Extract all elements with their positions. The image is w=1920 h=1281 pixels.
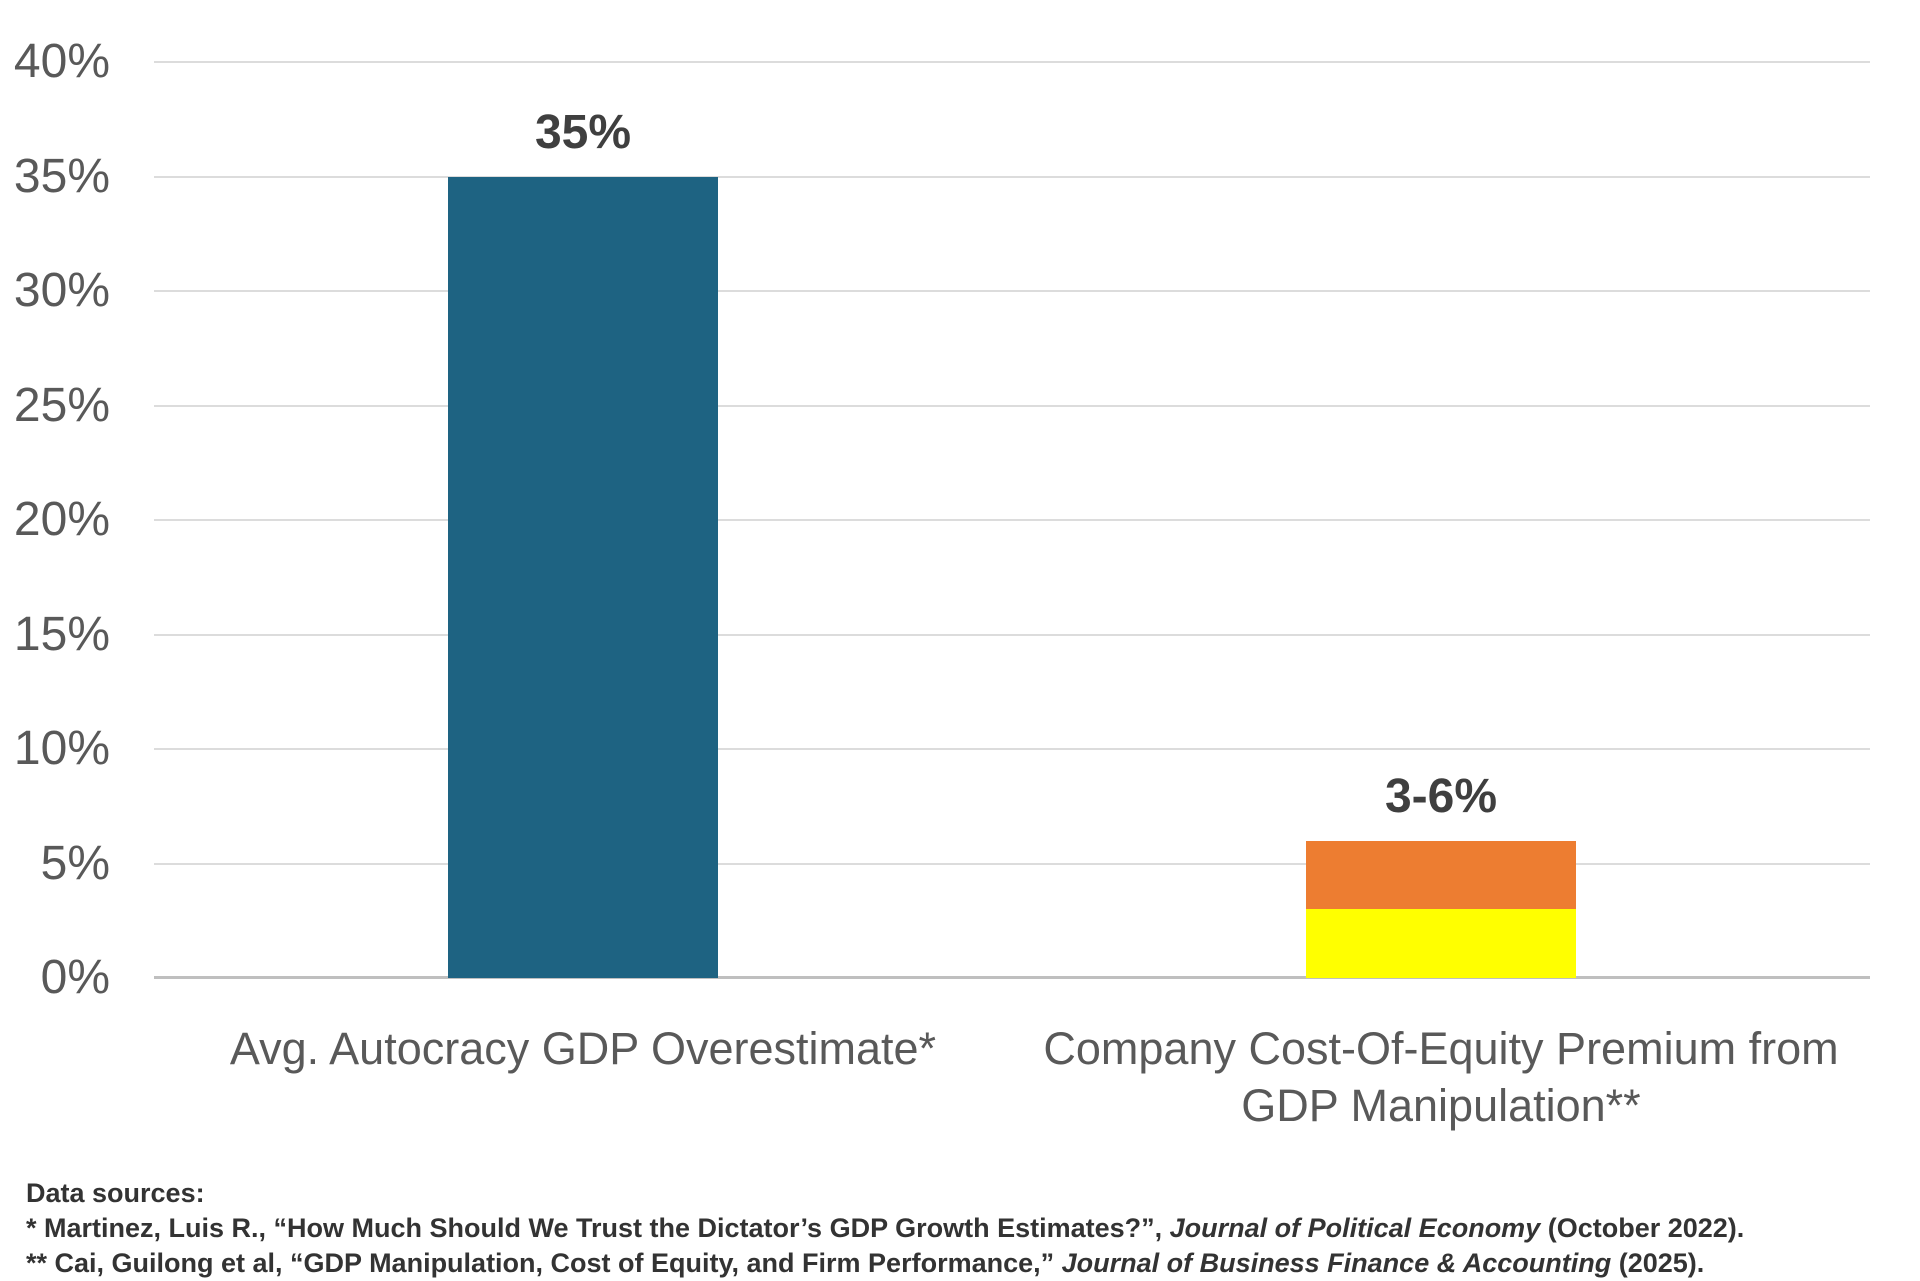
gridline-10 [154,748,1870,750]
gridline-15 [154,633,1870,636]
journal-name: Journal of Political Economy [1169,1213,1541,1243]
footnote-line-2: ** Cai, Guilong et al, “GDP Manipulation… [26,1246,1910,1281]
y-tick-label-40: 40% [13,35,110,88]
journal-name: Journal of Business Finance & Accounting [1061,1248,1612,1278]
y-tick-label-20: 20% [13,493,110,546]
footnote-text: * Martinez, Luis R., “How Much Should We… [26,1213,1170,1243]
category-label-1: Company Cost-Of-Equity Premium from GDP … [1043,1023,1839,1131]
plot-area: 35% 3-6% [154,61,1870,979]
gridline-5 [154,862,1870,865]
gridline-25 [154,404,1870,407]
x-axis-labels: Avg. Autocracy GDP Overestimate* Company … [154,1020,1870,1150]
gridline-40 [154,61,1870,63]
gridline-0 [154,976,1870,979]
y-tick-label-10: 10% [13,722,110,775]
footnote-text: ** Cai, Guilong et al, “GDP Manipulation… [26,1248,1062,1278]
teal-segment [448,176,718,978]
gridline-20 [154,519,1870,521]
y-tick-label-35: 35% [13,149,110,203]
footnote-line-1: * Martinez, Luis R., “How Much Should We… [26,1211,1910,1246]
orange-segment [1306,840,1576,910]
footnotes-heading: Data sources: [26,1178,205,1208]
footnote-text: (October 2022). [1540,1213,1745,1243]
data-label-0: 35% [534,105,632,159]
y-tick-label-5: 5% [40,836,110,890]
y-tick-label-0: 0% [40,951,110,1004]
y-tick-label-15: 15% [13,607,110,661]
y-tick-label-30: 30% [13,264,110,317]
data-label-1: 3-6% [1384,769,1498,823]
footnotes-lines: * Martinez, Luis R., “How Much Should We… [26,1211,1910,1281]
gridline-35 [154,175,1870,178]
gridline-30 [154,290,1870,292]
category-label-0: Avg. Autocracy GDP Overestimate* [229,1023,937,1074]
footnotes: Data sources: * Martinez, Luis R., “How … [26,1176,1910,1281]
footnote-text: (2025). [1611,1248,1705,1278]
y-tick-label-25: 25% [13,378,110,432]
y-axis: 0% 5% 10% 15% 20% 25% 30% 35% 40% [0,38,110,1002]
yellow-segment [1306,909,1576,978]
